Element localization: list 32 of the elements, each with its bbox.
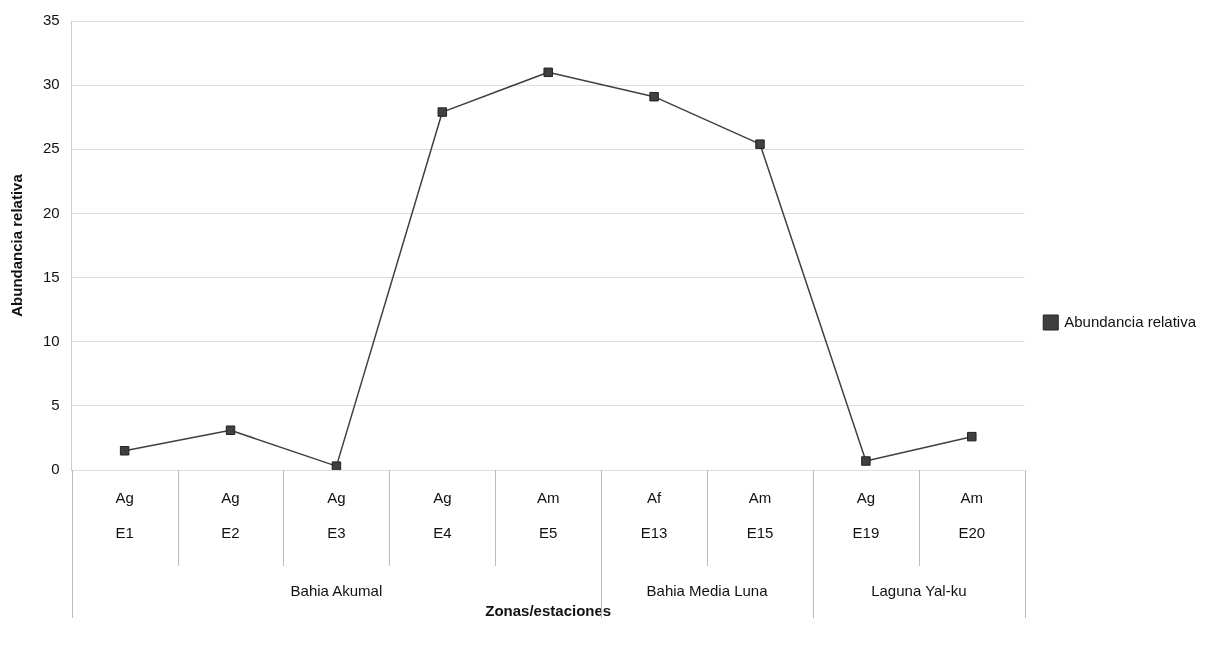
x-tick-label: Ag E3	[327, 489, 346, 541]
point	[755, 139, 765, 149]
point	[967, 431, 977, 442]
point	[119, 446, 130, 456]
x-tick-label: Am E15	[746, 489, 774, 541]
x-tick-label: Ag E1	[115, 489, 134, 541]
x-tick-label: Af E13	[640, 489, 668, 541]
y-tick-label: 20	[43, 203, 60, 221]
point	[331, 461, 342, 470]
y-tick-label: 35	[43, 11, 60, 29]
x-tick-label: Am E20	[958, 489, 986, 541]
y-tick-label: 25	[43, 139, 60, 157]
point	[225, 425, 236, 435]
point	[543, 67, 553, 78]
y-tick-label: 10	[43, 331, 60, 349]
text: Bahia Media Luna	[646, 582, 769, 600]
text: Bahia Akumal	[290, 582, 383, 600]
y-tick-label: 15	[43, 267, 60, 285]
x-tick-label: Ag E19	[852, 489, 880, 541]
x-tick-label: Am E5	[536, 489, 560, 541]
legend-label: Abundancia relativa	[1064, 312, 1197, 330]
y-tick-label: 30	[43, 75, 60, 93]
y-tick-label: 5	[51, 396, 60, 413]
x-tick-label: Ag E4	[433, 489, 452, 541]
point	[649, 91, 659, 102]
point	[437, 107, 448, 117]
y-axis-title: Abundancia relativa	[8, 173, 26, 317]
y-tick-label: 0	[51, 460, 60, 478]
x-tick-label: Ag E2	[221, 489, 240, 541]
text: Laguna Yal-ku	[871, 582, 967, 600]
point	[861, 456, 871, 466]
x-axis-title: Zonas/estaciones	[485, 602, 612, 620]
